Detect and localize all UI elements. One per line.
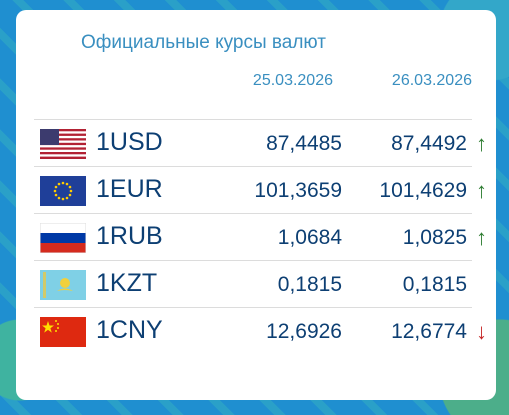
currency-code: 1KZT	[96, 269, 158, 297]
rate-previous: 1,0684	[277, 226, 342, 249]
currency-code: 1USD	[96, 128, 163, 156]
rate-current: 87,4492	[391, 132, 467, 155]
currency-code: 1RUB	[96, 222, 163, 250]
trend-up-icon: ↑	[476, 131, 487, 156]
eu-flag-icon	[40, 176, 86, 206]
rate-row-rub: 1RUB 1,0684 1,0825 ↑	[34, 213, 487, 260]
us-flag-icon	[40, 129, 86, 159]
rate-row-kzt: 1KZT 0,1815 0,1815	[34, 260, 472, 307]
rate-current: 101,4629	[379, 179, 467, 202]
rate-previous: 87,4485	[266, 132, 342, 155]
trend-down-icon: ↓	[476, 319, 487, 344]
cn-flag-icon	[40, 317, 86, 347]
date-current: 26.03.2026	[391, 72, 472, 89]
currency-code: 1CNY	[96, 316, 163, 344]
rate-current: 1,0825	[402, 226, 467, 249]
rate-previous: 0,1815	[277, 273, 342, 296]
exchange-rates-card: Официальные курсы валют 25.03.2026 26.03…	[16, 10, 496, 400]
rate-current: 0,1815	[402, 273, 467, 296]
ru-flag-icon	[40, 223, 86, 253]
card-title: Официальные курсы валют	[81, 32, 326, 53]
rate-current: 12,6774	[391, 320, 467, 343]
date-previous: 25.03.2026	[252, 72, 333, 89]
rate-previous: 101,3659	[254, 179, 342, 202]
trend-up-icon: ↑	[476, 225, 487, 250]
kz-flag-icon	[40, 270, 86, 300]
rate-row-cny: 1CNY 12,6926 12,6774 ↓	[34, 307, 487, 354]
rate-previous: 12,6926	[266, 320, 342, 343]
rate-row-usd: 1USD 87,4485 87,4492 ↑	[34, 119, 487, 166]
trend-up-icon: ↑	[476, 178, 487, 203]
currency-code: 1EUR	[96, 175, 163, 203]
rate-row-eur: 1EUR 101,3659 101,4629 ↑	[34, 166, 487, 213]
